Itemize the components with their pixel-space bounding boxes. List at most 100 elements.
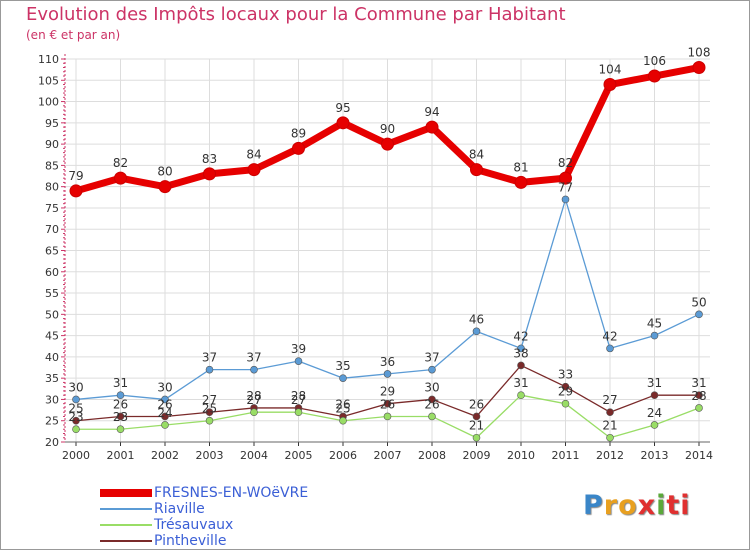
data-point [559, 171, 572, 185]
y-tick-label: 110 [38, 53, 59, 66]
data-label: 82 [558, 156, 573, 170]
x-tick-label: 2012 [596, 449, 624, 462]
data-point [205, 408, 214, 417]
y-tick-label: 75 [45, 202, 59, 215]
y-tick-label: 50 [45, 308, 59, 321]
data-point [116, 412, 125, 421]
data-point [114, 171, 127, 185]
data-label: 83 [202, 152, 217, 166]
x-tick-label: 2002 [151, 449, 179, 462]
data-point [339, 374, 347, 382]
logo-letter: i [656, 490, 667, 521]
data-point [517, 344, 525, 353]
data-point [72, 395, 80, 404]
data-label: 26 [380, 397, 395, 411]
data-point [428, 395, 436, 404]
y-tick-label: 90 [45, 138, 59, 151]
legend-item-tresauvaux: Trésauvaux [100, 517, 308, 533]
series-layer [69, 61, 706, 442]
data-label: 82 [113, 156, 128, 170]
x-tick-label: 2013 [641, 449, 669, 462]
data-point [425, 120, 439, 134]
legend-swatch-pintheville [100, 540, 152, 542]
data-point [472, 327, 481, 336]
data-label: 27 [202, 393, 217, 407]
data-label: 84 [246, 148, 261, 162]
data-label: 28 [246, 389, 261, 403]
data-label: 31 [691, 376, 706, 390]
data-label: 24 [157, 406, 172, 420]
data-label: 36 [380, 355, 395, 369]
data-point [606, 408, 614, 417]
y-tick-label: 85 [45, 159, 59, 172]
data-label: 33 [558, 368, 573, 382]
data-label: 104 [599, 63, 622, 77]
data-label: 37 [246, 351, 261, 365]
y-tick-label: 35 [45, 372, 59, 385]
legend-label-riaville: Riaville [154, 501, 205, 517]
y-tick-label: 45 [45, 330, 59, 343]
data-point [203, 167, 216, 181]
data-point [383, 370, 392, 378]
y-tick-label: 70 [45, 223, 59, 236]
x-tick-label: 2006 [329, 449, 357, 462]
data-label: 27 [291, 393, 306, 407]
data-point [517, 361, 525, 370]
data-label: 45 [647, 317, 662, 331]
data-point [383, 399, 392, 408]
data-label: 28 [691, 389, 706, 403]
data-point [294, 408, 303, 417]
y-tick-label: 30 [45, 393, 59, 406]
data-label: 50 [691, 295, 706, 309]
data-label: 21 [469, 419, 484, 433]
legend-label-tresauvaux: Trésauvaux [154, 517, 234, 533]
data-point [648, 69, 661, 83]
data-label: 23 [113, 410, 128, 424]
data-point [606, 433, 614, 442]
data-point [650, 331, 659, 340]
data-label: 90 [380, 122, 395, 136]
data-point [472, 433, 481, 442]
data-label: 35 [335, 359, 350, 373]
legend-item-pintheville: Pintheville [100, 533, 308, 549]
data-label: 94 [424, 105, 439, 119]
data-point [561, 195, 570, 204]
y-tick-label: 65 [45, 245, 59, 258]
data-point [292, 141, 305, 155]
data-point [606, 344, 614, 353]
data-point [161, 395, 169, 404]
x-tick-label: 2007 [374, 449, 402, 462]
data-label: 26 [335, 397, 350, 411]
data-point [247, 163, 261, 177]
data-label: 42 [513, 329, 528, 343]
data-label: 27 [602, 393, 617, 407]
data-label: 31 [113, 376, 128, 390]
data-point [161, 421, 169, 429]
data-label: 42 [602, 329, 617, 343]
data-label: 106 [643, 54, 666, 68]
data-point [383, 412, 392, 421]
x-tick-label: 2003 [196, 449, 224, 462]
data-label: 26 [469, 397, 484, 411]
data-point [695, 391, 703, 399]
data-point [695, 404, 703, 412]
data-point [116, 391, 125, 399]
data-point [517, 391, 525, 399]
data-point [381, 137, 394, 151]
data-point [561, 399, 570, 408]
logo-letter: o [618, 490, 638, 521]
legend-label-pintheville: Pintheville [154, 533, 227, 549]
legend-swatch-riaville [100, 508, 152, 510]
x-tick-label: 2005 [285, 449, 313, 462]
data-point [470, 163, 483, 177]
data-label: 84 [469, 148, 484, 162]
data-point [158, 180, 172, 194]
logo-letter: P [583, 490, 604, 521]
x-tick-label: 2004 [240, 449, 268, 462]
data-label: 21 [602, 419, 617, 433]
x-tick-label: 2008 [418, 449, 446, 462]
data-point [72, 416, 80, 425]
proxiti-logo: Proxiti [583, 490, 691, 521]
y-tick-label: 95 [45, 117, 59, 130]
